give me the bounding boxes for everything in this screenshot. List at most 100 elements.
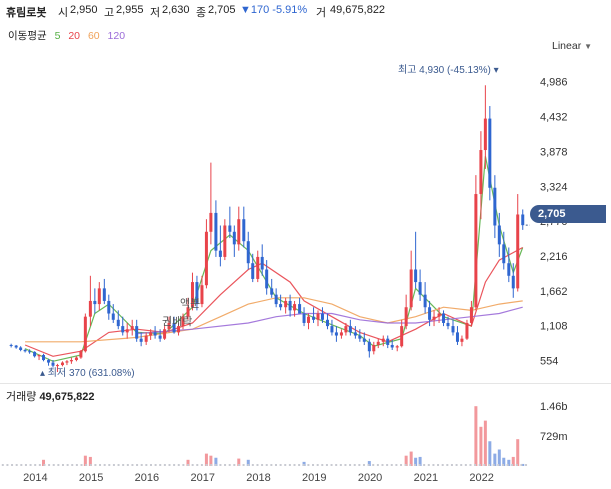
candle-body bbox=[139, 338, 143, 342]
volume-bar bbox=[507, 459, 511, 466]
scale-selector-label: Linear bbox=[552, 40, 582, 52]
candle-body bbox=[125, 329, 129, 333]
volume-bar-minor bbox=[99, 464, 102, 466]
volume-bar-minor bbox=[288, 464, 291, 466]
volume-bar-minor bbox=[108, 464, 111, 466]
candle-body bbox=[102, 288, 106, 301]
candle-body bbox=[214, 212, 218, 251]
candle-body bbox=[358, 335, 362, 339]
x-tick-label: 2021 bbox=[414, 472, 438, 484]
candle-body bbox=[33, 351, 37, 357]
volume-bar-minor bbox=[38, 464, 41, 466]
volume-bar-minor bbox=[228, 464, 231, 466]
volume-bar-minor bbox=[29, 464, 32, 466]
scale-selector[interactable]: Linear ▼ bbox=[552, 40, 592, 52]
volume-bar bbox=[302, 461, 306, 466]
volume-bar bbox=[83, 455, 87, 466]
chevron-down-icon: ▼ bbox=[584, 42, 593, 51]
candle-body bbox=[497, 225, 501, 245]
volume-bar-minor bbox=[307, 464, 310, 466]
volume-bar bbox=[237, 458, 241, 466]
candle-body bbox=[167, 322, 171, 330]
volume-tick-label: 729m bbox=[540, 431, 568, 443]
volume-bar-minor bbox=[247, 464, 250, 466]
x-tick-label: 2017 bbox=[190, 472, 214, 484]
volume-bar-minor bbox=[187, 464, 190, 466]
candle-body bbox=[186, 307, 190, 317]
volume-bar-minor bbox=[196, 464, 199, 466]
moving-average-legend: 이동평균 5 20 60 120 bbox=[8, 28, 130, 43]
candle-body bbox=[446, 322, 450, 327]
volume-bar-minor bbox=[122, 464, 125, 466]
volume-bar-minor bbox=[349, 464, 352, 466]
volume-bar-minor bbox=[145, 464, 148, 466]
y-tick-label: 3,878 bbox=[540, 146, 568, 158]
candle-body bbox=[42, 355, 46, 361]
volume-bar-minor bbox=[20, 464, 23, 466]
candle-body bbox=[381, 338, 385, 342]
candle-body bbox=[9, 344, 13, 346]
volume-bar-minor bbox=[525, 464, 528, 466]
candle-body bbox=[418, 282, 422, 295]
volume-bar bbox=[516, 439, 520, 466]
candle-body bbox=[55, 365, 59, 367]
volume-bar-minor bbox=[450, 464, 453, 466]
volume-bar-minor bbox=[515, 464, 518, 466]
volume-bar-minor bbox=[103, 464, 106, 466]
volume-bar bbox=[488, 441, 492, 466]
candle-body bbox=[74, 357, 78, 361]
volume-bar-minor bbox=[469, 464, 472, 466]
candle-body bbox=[135, 326, 139, 339]
volume-bar-minor bbox=[136, 464, 139, 466]
volume-bar-minor bbox=[441, 464, 444, 466]
volume-bar-minor bbox=[274, 464, 277, 466]
volume-bar-minor bbox=[330, 464, 333, 466]
candle-body bbox=[47, 360, 51, 363]
volume-bar-minor bbox=[126, 464, 129, 466]
volume-title-label: 거래량 bbox=[6, 391, 37, 403]
candle-body bbox=[232, 231, 236, 245]
volume-bar-minor bbox=[1, 464, 4, 466]
volume-bar-minor bbox=[131, 464, 134, 466]
candle-body bbox=[107, 300, 111, 314]
volume-bar-minor bbox=[339, 464, 342, 466]
candle-body bbox=[432, 316, 436, 320]
volume-bar-minor bbox=[487, 464, 490, 466]
volume-tick-label: 1.46b bbox=[540, 401, 568, 413]
candle-body bbox=[163, 329, 167, 339]
volume-bar-minor bbox=[358, 464, 361, 466]
volume-bar-minor bbox=[261, 464, 264, 466]
candle-body bbox=[493, 187, 497, 226]
volume-bar-minor bbox=[376, 464, 379, 466]
volume-bar-minor bbox=[446, 464, 449, 466]
volume-bar-minor bbox=[284, 464, 287, 466]
candle-body bbox=[209, 212, 213, 232]
ma-5: 5 bbox=[54, 30, 61, 42]
candle-body bbox=[339, 332, 343, 336]
ma-line-20 bbox=[24, 246, 523, 357]
candle-body bbox=[181, 316, 185, 327]
candle-body bbox=[121, 326, 125, 333]
volume-title: 거래량 49,675,822 bbox=[6, 388, 95, 404]
volume-bar-minor bbox=[455, 464, 458, 466]
volume-bar-minor bbox=[511, 464, 514, 466]
volume-bar-minor bbox=[464, 464, 467, 466]
close-value: 2,705 bbox=[208, 4, 236, 16]
volume-bar-minor bbox=[474, 464, 477, 466]
volume-bar-minor bbox=[279, 464, 282, 466]
volume-bar-minor bbox=[34, 464, 37, 466]
candle-body bbox=[97, 288, 101, 305]
candle-body bbox=[330, 326, 334, 333]
volume-bar bbox=[209, 455, 213, 466]
candle-body bbox=[65, 361, 69, 363]
open-value: 2,950 bbox=[70, 4, 98, 16]
candle-body bbox=[116, 319, 120, 327]
stock-name: 휴림로봇 bbox=[6, 7, 47, 19]
volume-bar-minor bbox=[117, 464, 120, 466]
candle-body bbox=[362, 338, 366, 342]
candle-body bbox=[404, 307, 408, 327]
candle-body bbox=[69, 360, 73, 362]
candle-body bbox=[242, 219, 246, 242]
volume-bar-minor bbox=[335, 464, 338, 466]
